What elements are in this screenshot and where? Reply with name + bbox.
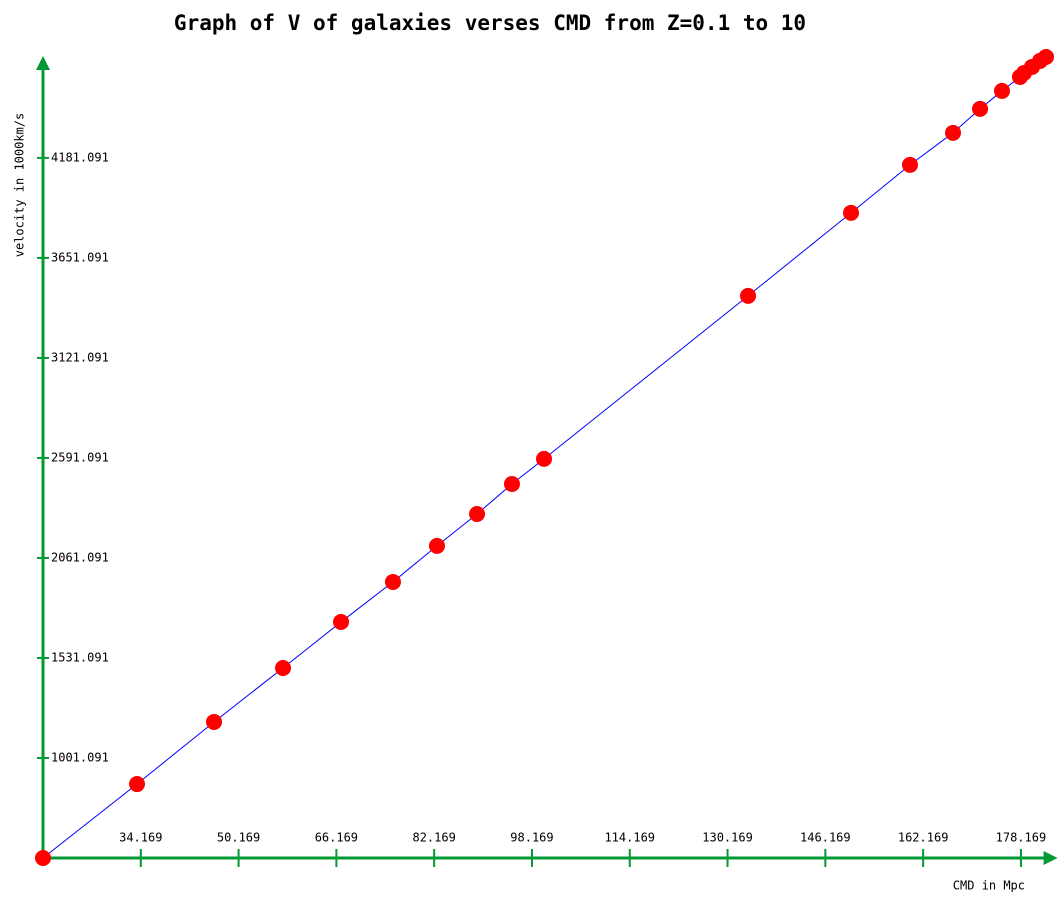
x-tick-label: 146.169 (800, 831, 851, 845)
x-tick-label: 50.169 (217, 831, 260, 845)
x-axis-arrow (1043, 851, 1058, 865)
data-point (843, 204, 860, 221)
x-tick-label: 34.169 (119, 831, 162, 845)
y-tick-label: 3651.091 (51, 250, 109, 264)
data-point (35, 850, 52, 867)
data-point (972, 100, 989, 117)
y-tick-label: 2061.091 (51, 550, 109, 564)
data-point (333, 613, 350, 630)
x-tick-label: 130.169 (702, 831, 753, 845)
y-axis-label: velocity in 1000km/s (13, 113, 27, 258)
x-tick-label: 178.169 (996, 831, 1047, 845)
x-tick-label: 66.169 (315, 831, 358, 845)
data-point (206, 713, 223, 730)
x-tick-label: 162.169 (898, 831, 949, 845)
y-tick-label: 1001.091 (51, 750, 109, 764)
data-point (384, 573, 401, 590)
data-point (993, 82, 1010, 99)
data-point (902, 156, 919, 173)
data-point (129, 776, 146, 793)
data-point (536, 450, 553, 467)
x-tick-label: 82.169 (412, 831, 455, 845)
data-point (428, 537, 445, 554)
y-axis-arrow (36, 56, 50, 70)
y-tick-label: 2591.091 (51, 450, 109, 464)
data-point (740, 287, 757, 304)
y-tick-label: 4181.091 (51, 150, 109, 164)
chart-title: Graph of V of galaxies verses CMD from Z… (174, 11, 806, 35)
x-tick-label: 98.169 (510, 831, 553, 845)
x-axis-label: CMD in Mpc (953, 879, 1025, 893)
x-tick-label: 114.169 (604, 831, 655, 845)
data-point (503, 476, 520, 493)
data-point (1037, 48, 1054, 65)
data-point (469, 506, 486, 523)
y-tick-label: 1531.091 (51, 650, 109, 664)
data-point (275, 659, 292, 676)
data-point (945, 124, 962, 141)
y-tick-label: 3121.091 (51, 350, 109, 364)
